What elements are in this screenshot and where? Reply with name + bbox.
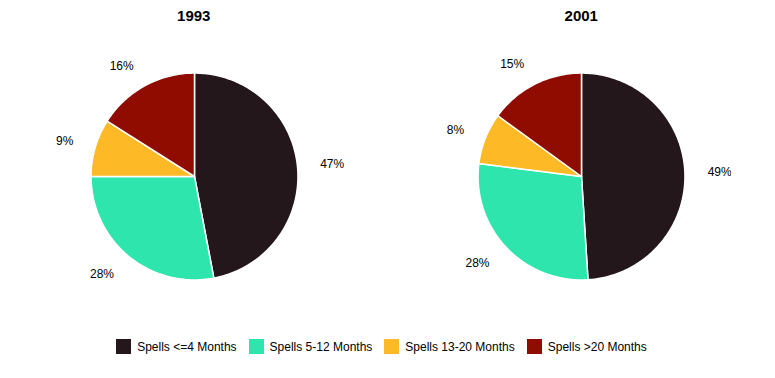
svg-text:28%: 28% xyxy=(90,267,114,281)
svg-text:16%: 16% xyxy=(109,59,133,73)
html-text:Spells 13-20 Months: Spells 13-20 Months xyxy=(405,339,515,354)
html-text:2001: 2001 xyxy=(564,7,598,24)
svg-text:15%: 15% xyxy=(500,57,524,71)
html-text:Spells 5-12 Months: Spells 5-12 Months xyxy=(269,339,373,354)
svg-text:28%: 28% xyxy=(466,256,490,270)
svg-text:9%: 9% xyxy=(56,134,74,148)
html-text:1993: 1993 xyxy=(177,7,211,24)
svg-text:47%: 47% xyxy=(320,157,344,171)
html-text:Spells >20 Months: Spells >20 Months xyxy=(547,339,647,354)
html-text:Spells <=4 Months: Spells <=4 Months xyxy=(137,339,237,354)
svg-text:8%: 8% xyxy=(447,123,465,137)
svg-text:49%: 49% xyxy=(708,165,731,179)
